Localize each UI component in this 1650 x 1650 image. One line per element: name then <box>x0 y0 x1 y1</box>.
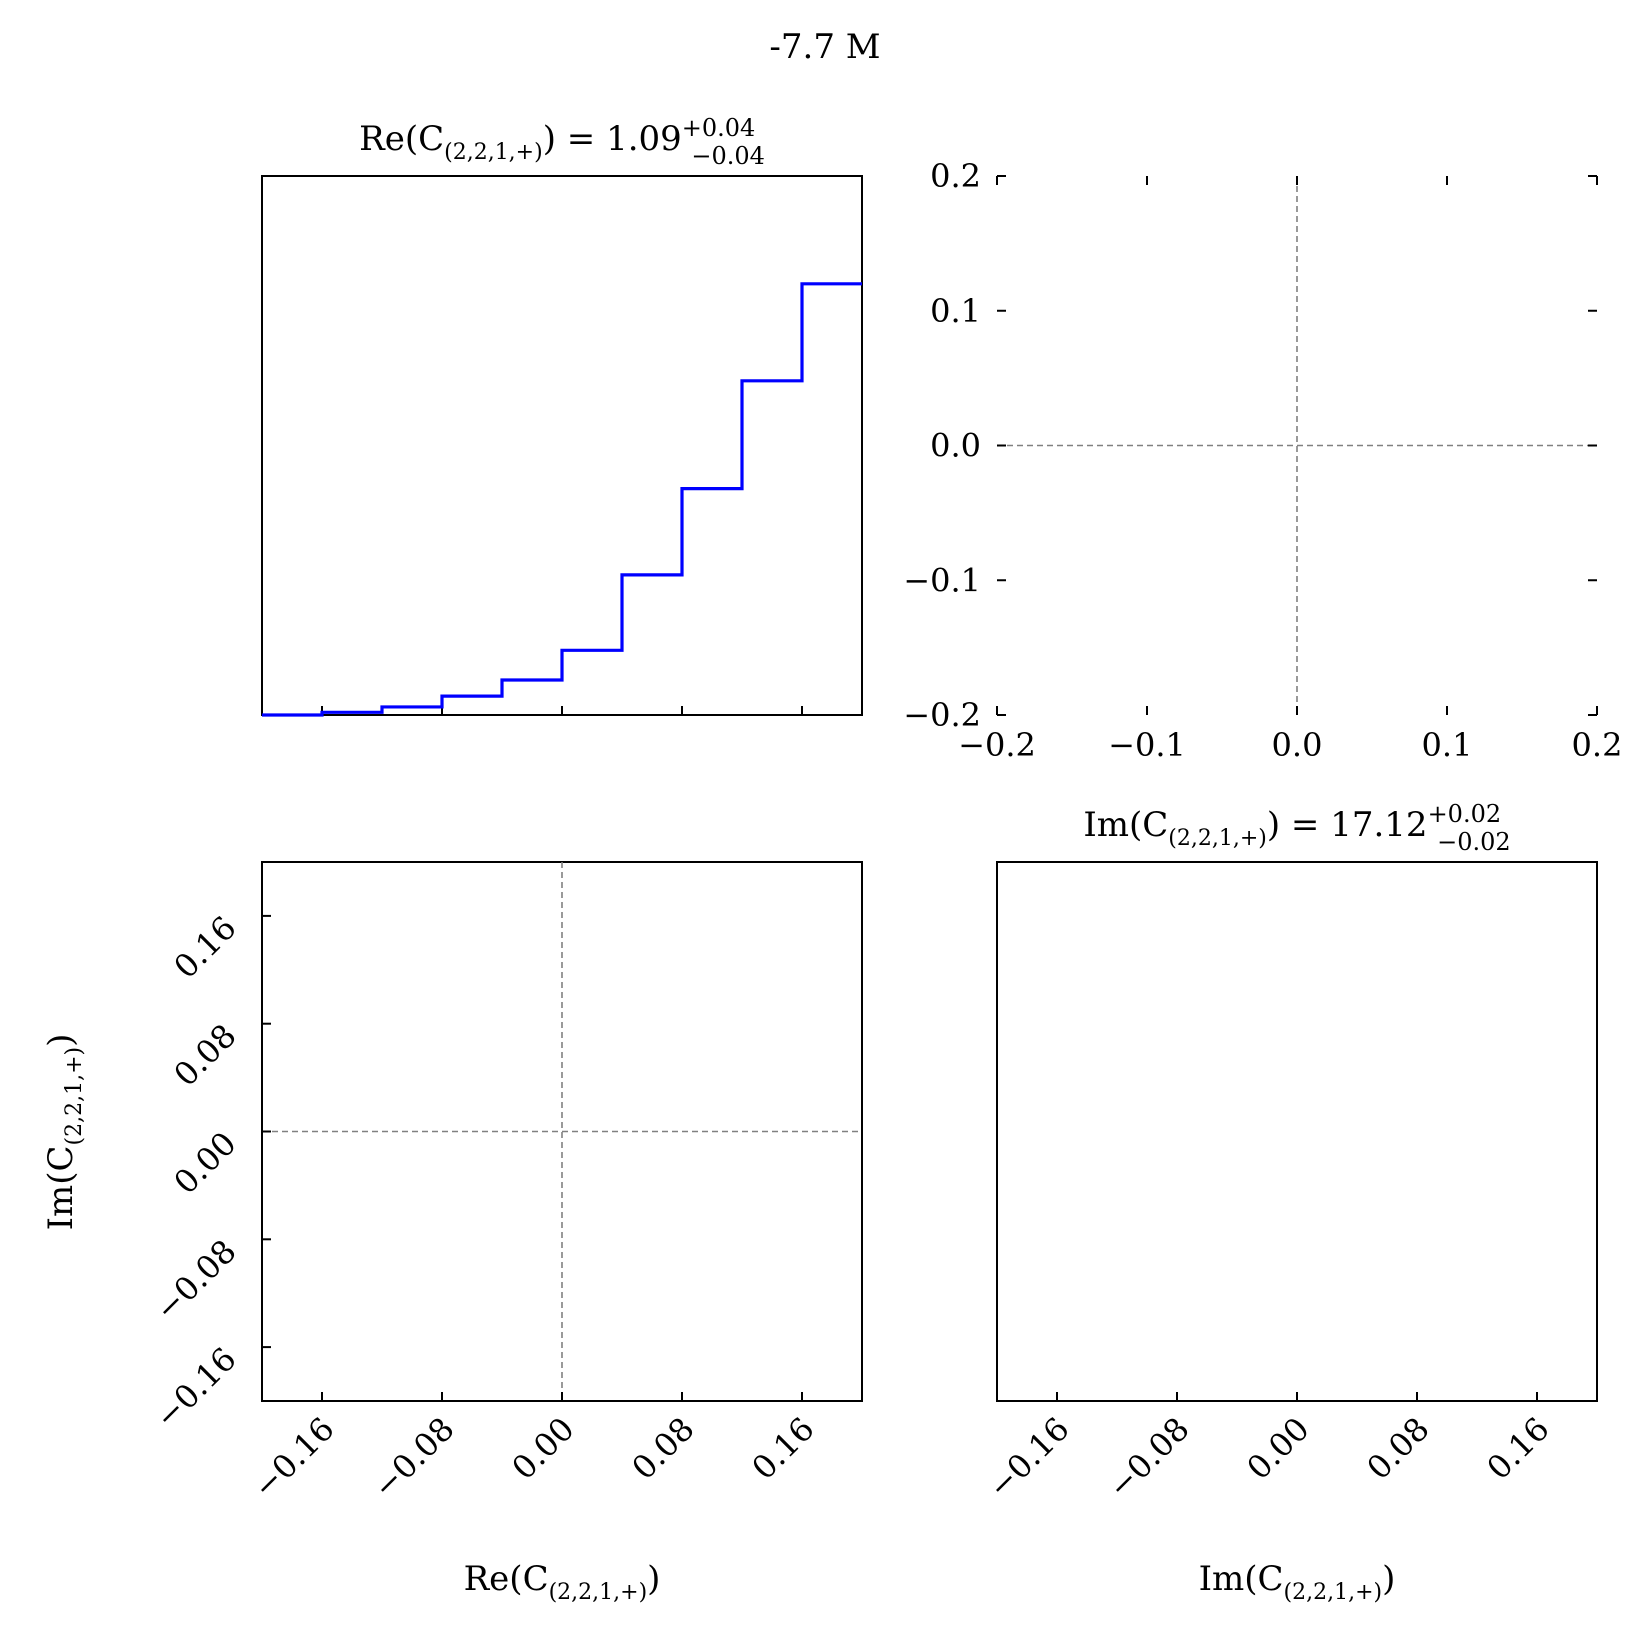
im-histogram-axis-label-tail: ) <box>1382 1559 1395 1599</box>
top-right-x-tick-label: 0.2 <box>1572 726 1623 764</box>
im-histogram-ticks <box>1056 1392 1538 1401</box>
re-im-x-tick-label: −0.16 <box>245 1410 341 1506</box>
re-axis-label-tail: ) <box>647 1559 660 1599</box>
re-histogram-step-line <box>262 282 862 717</box>
title-im-tail: ) = 17.12 <box>1267 805 1428 845</box>
im-histogram-x-tick-label: 0.08 <box>1359 1410 1436 1487</box>
panel-top-right: −0.2 −0.1 0.0 0.1 0.2 −0.2 −0.1 0.0 0.1 0.2 <box>903 157 1622 764</box>
im-histogram-axis-label-subscript: (2,2,1,+) <box>1284 1580 1383 1605</box>
panel-im-histogram-title: Im(C(2,2,1,+)) = 17.12+0.02 −0.02 <box>1083 800 1510 856</box>
re-im-ticks <box>262 914 803 1401</box>
im-axis-label: Im(C(2,2,1,+)) <box>41 1034 87 1231</box>
re-im-y-tick-label: −0.08 <box>147 1232 243 1328</box>
re-im-x-tick-label: 0.00 <box>504 1410 581 1487</box>
panel-im-histogram: Im(C(2,2,1,+)) = 17.12+0.02 −0.02 −0.16 −0… <box>980 800 1598 1605</box>
top-right-y-tick-label: 0.2 <box>930 157 981 195</box>
im-histogram-x-tick-labels: −0.16 −0.08 0.00 0.08 0.16 <box>980 1410 1556 1506</box>
re-im-y-tick-label: 0.00 <box>166 1124 243 1201</box>
re-im-x-tick-labels: −0.16 −0.08 0.00 0.08 0.16 <box>245 1410 821 1506</box>
re-im-y-tick-label: 0.16 <box>166 909 243 986</box>
top-right-x-tick-label: −0.2 <box>958 726 1036 764</box>
top-right-y-tick-label: −0.1 <box>903 561 981 599</box>
re-im-y-tick-label: 0.08 <box>166 1016 243 1093</box>
im-histogram-axis-label: Im(C(2,2,1,+)) <box>1199 1559 1396 1605</box>
re-im-y-tick-labels: −0.16 −0.08 0.00 0.08 0.16 <box>147 909 243 1436</box>
title-im-base: Im(C <box>1083 805 1168 845</box>
im-axis-label-tail: ) <box>41 1034 81 1047</box>
title-re-tail: ) = 1.09 <box>543 119 682 159</box>
title-re-subscript: (2,2,1,+) <box>444 140 543 165</box>
im-histogram-x-tick-label: 0.16 <box>1479 1410 1556 1487</box>
top-right-x-tick-labels: −0.2 −0.1 0.0 0.1 0.2 <box>958 726 1622 764</box>
re-im-y-tick-label: −0.16 <box>147 1340 243 1436</box>
re-im-x-tick-label: 0.08 <box>624 1410 701 1487</box>
title-re-base: Re(C <box>359 119 444 159</box>
panel-re-histogram-title: Re(C(2,2,1,+)) = 1.09+0.04 −0.04 <box>359 114 765 170</box>
panel-re-histogram-frame <box>261 175 863 716</box>
title-im-upper: +0.02 <box>1428 800 1502 828</box>
title-im-lower: −0.02 <box>1437 828 1511 856</box>
re-axis-label-subscript: (2,2,1,+) <box>549 1580 648 1605</box>
title-re-upper: +0.04 <box>682 114 756 142</box>
panel-im-histogram-frame <box>996 861 1598 1402</box>
panel-re-im-2d: −0.16 −0.08 0.00 0.08 0.16 −0.16−0.080.000.0… <box>41 861 863 1605</box>
im-histogram-x-tick-label: 0.00 <box>1239 1410 1316 1487</box>
im-axis-label-subscript: (2,2,1,+) <box>62 1047 87 1146</box>
panel-re-histogram: Re(C(2,2,1,+)) = 1.09+0.04 −0.04 <box>261 114 863 717</box>
im-histogram-axis-label-base: Im(C <box>1199 1559 1284 1599</box>
im-histogram-x-tick-label: −0.08 <box>1100 1410 1196 1506</box>
top-right-y-tick-label: 0.0 <box>930 427 981 465</box>
re-im-x-tick-label: 0.16 <box>744 1410 821 1487</box>
im-axis-label-base: Im(C <box>41 1145 81 1230</box>
title-im-subscript: (2,2,1,+) <box>1168 826 1267 851</box>
top-right-x-tick-label: −0.1 <box>1108 726 1186 764</box>
top-right-ticks <box>996 175 1598 716</box>
re-im-x-tick-label: −0.08 <box>365 1410 461 1506</box>
top-right-y-tick-label: 0.1 <box>930 292 981 330</box>
re-axis-label: Re(C(2,2,1,+)) <box>464 1559 661 1605</box>
top-right-x-tick-label: 0.0 <box>1272 726 1323 764</box>
top-right-x-tick-label: 0.1 <box>1422 726 1473 764</box>
im-histogram-x-tick-label: −0.16 <box>980 1410 1076 1506</box>
top-right-y-tick-label: −0.2 <box>903 696 981 734</box>
figure-suptitle: -7.7 M <box>769 27 880 67</box>
top-right-y-tick-labels: −0.2 −0.1 0.0 0.1 0.2 <box>903 157 981 734</box>
title-re-lower: −0.04 <box>691 142 765 170</box>
re-axis-label-base: Re(C <box>464 1559 549 1599</box>
